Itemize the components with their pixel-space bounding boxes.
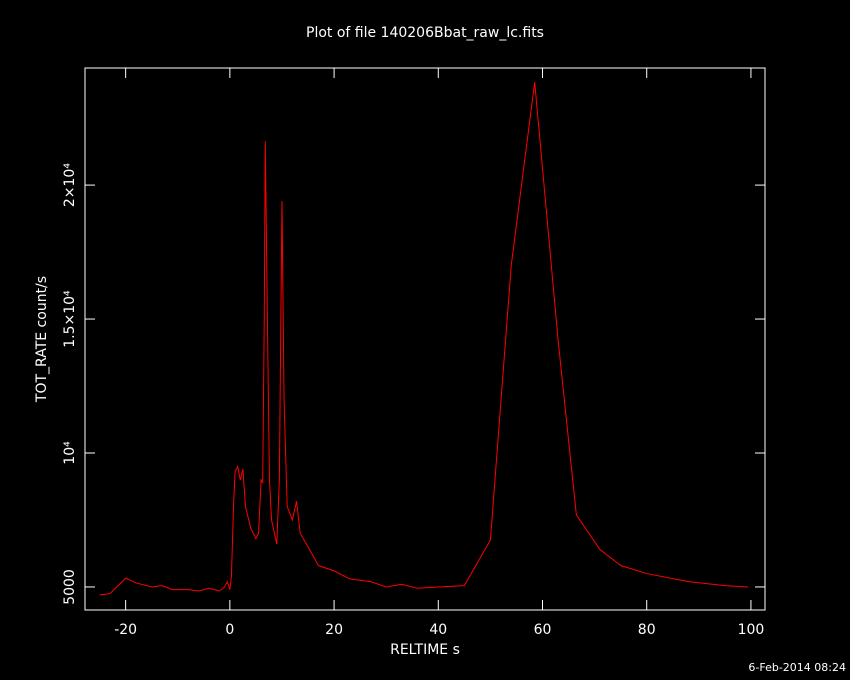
x-tick-label: 100 <box>738 622 765 638</box>
plot-frame <box>84 67 766 611</box>
x-tick-label: -20 <box>114 622 137 638</box>
chart-title: Plot of file 140206Bbat_raw_lc.fits <box>306 25 544 41</box>
x-tick-label: 80 <box>638 622 656 638</box>
x-tick-label: 0 <box>225 622 234 638</box>
y-tick-label: 5000 <box>62 569 78 605</box>
y-tick-label: 2×10⁴ <box>62 163 78 207</box>
x-tick-label: 60 <box>534 622 552 638</box>
data-line <box>99 82 749 596</box>
y-tick-label: 1.5×10⁴ <box>62 290 78 348</box>
y-axis-label: TOT_RATE count/s <box>34 276 50 403</box>
x-axis-label: RELTIME s <box>390 642 460 658</box>
timestamp: 6-Feb-2014 08:24 <box>748 661 846 674</box>
x-tick-label: 40 <box>429 622 447 638</box>
x-tick-label: 20 <box>325 622 343 638</box>
y-tick-label: 10⁴ <box>62 441 78 465</box>
